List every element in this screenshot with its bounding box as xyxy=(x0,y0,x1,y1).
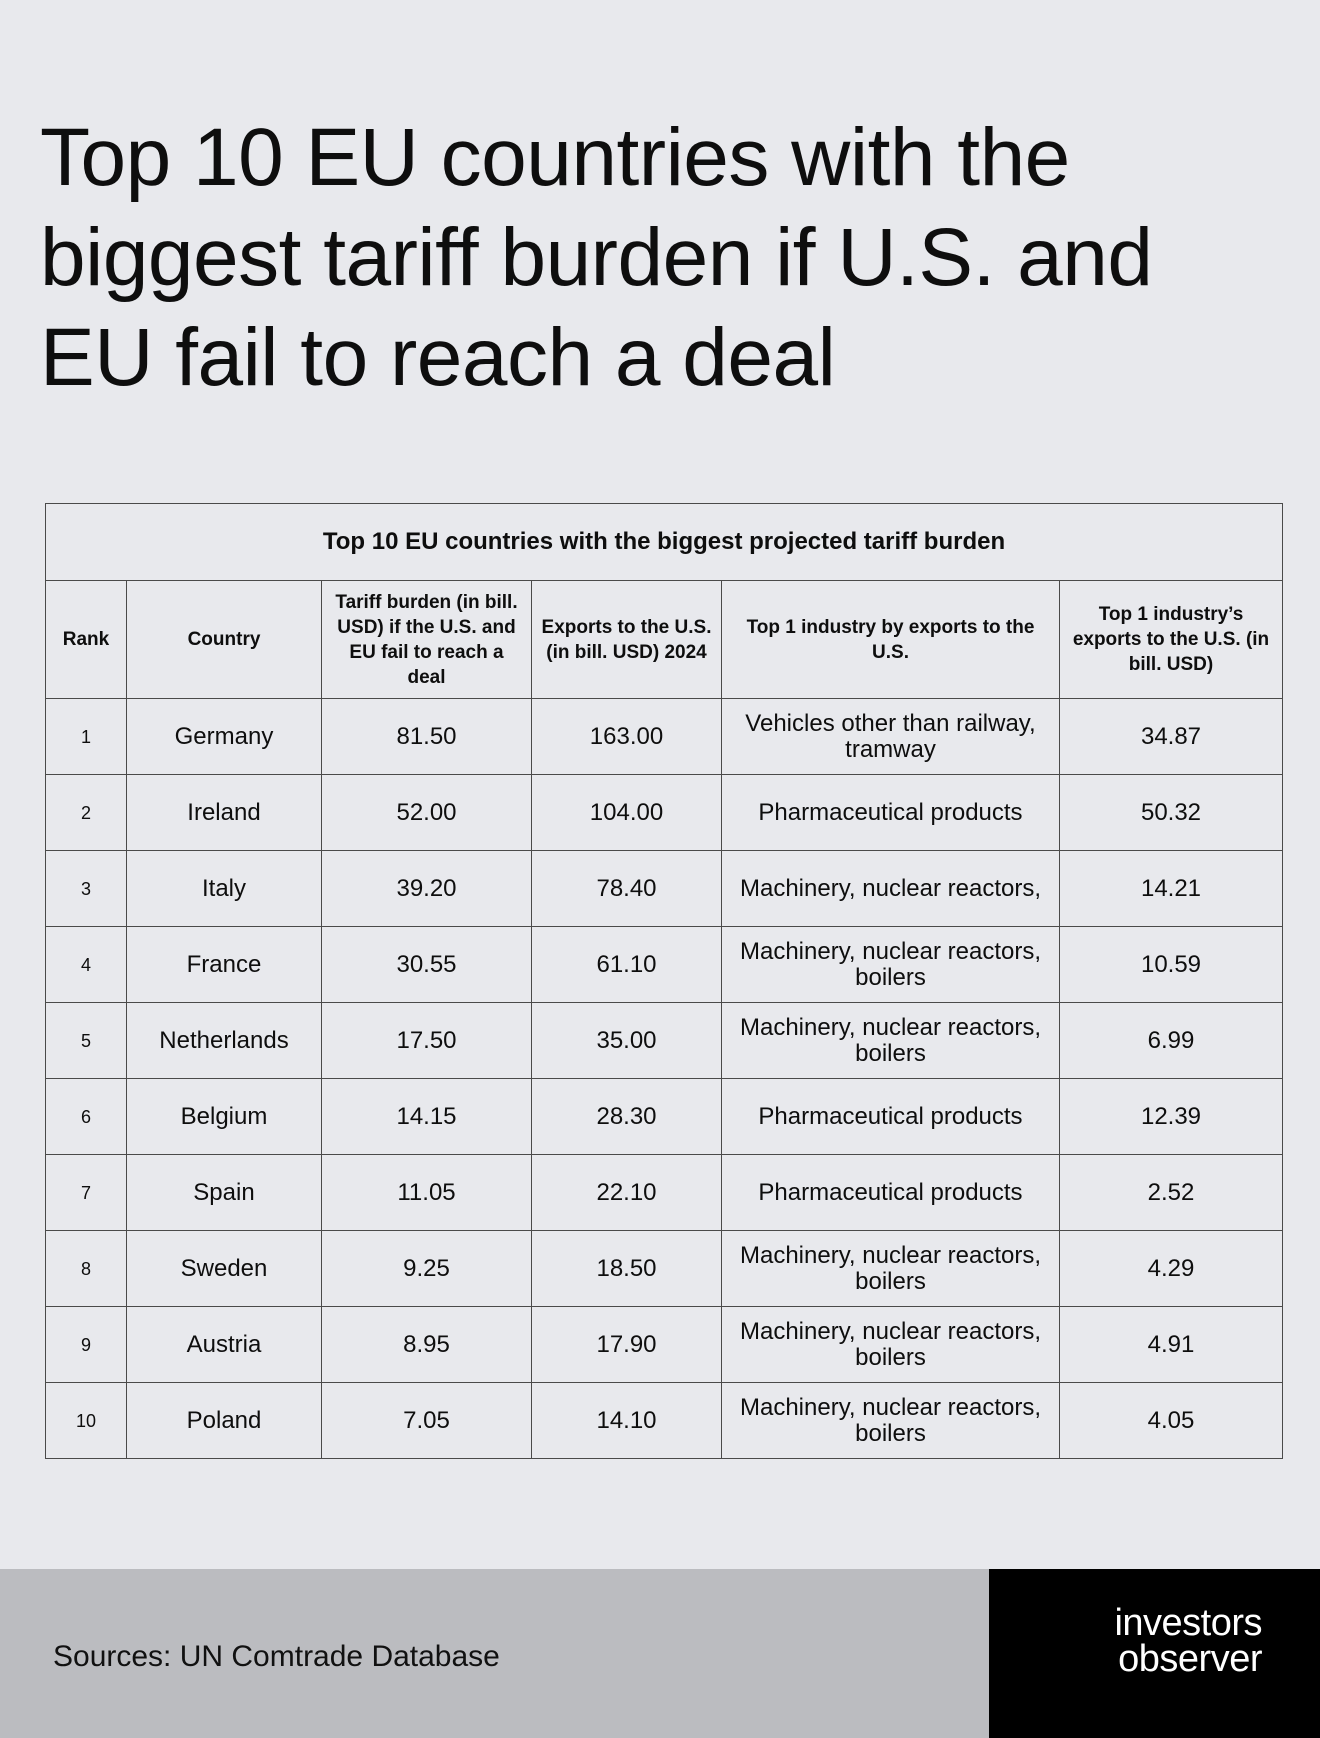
tariff-burden-cell: 8.95 xyxy=(321,1306,532,1383)
rank-cell: 10 xyxy=(45,1382,127,1459)
rank-cell: 3 xyxy=(45,850,127,927)
tariff-burden-cell: 14.15 xyxy=(321,1078,532,1155)
logo-line-1: investors xyxy=(1114,1602,1262,1644)
country-cell: France xyxy=(126,926,322,1003)
table-row: 9 Austria 8.95 17.90 Machinery, nuclear reac… xyxy=(45,1306,1283,1383)
column-header-top-industry: Top 1 industry by exports to the U.S. xyxy=(721,580,1060,699)
column-header-country: Country xyxy=(126,580,322,699)
industry-exports-cell: 14.21 xyxy=(1059,850,1283,927)
top-industry-cell: Machinery, nuclear reactors, boilers xyxy=(721,1230,1060,1307)
country-cell: Spain xyxy=(126,1154,322,1231)
column-header-tariff-burden: Tariff burden (in bill. USD) if the U.S.… xyxy=(321,580,532,699)
rank-cell: 9 xyxy=(45,1306,127,1383)
column-header-rank: Rank xyxy=(45,580,127,699)
top-industry-cell: Pharmaceutical products xyxy=(721,1078,1060,1155)
exports-cell: 61.10 xyxy=(531,926,722,1003)
industry-exports-cell: 4.05 xyxy=(1059,1382,1283,1459)
industry-exports-cell: 12.39 xyxy=(1059,1078,1283,1155)
industry-exports-cell: 34.87 xyxy=(1059,698,1283,775)
table-title: Top 10 EU countries with the biggest pro… xyxy=(45,503,1283,581)
table-row: 6 Belgium 14.15 28.30 Pharmaceutical product… xyxy=(45,1078,1283,1155)
exports-cell: 35.00 xyxy=(531,1002,722,1079)
country-cell: Belgium xyxy=(126,1078,322,1155)
exports-cell: 28.30 xyxy=(531,1078,722,1155)
table-row: 2 Ireland 52.00 104.00 Pharmaceutical produc… xyxy=(45,774,1283,851)
top-industry-cell: Machinery, nuclear reactors, boilers xyxy=(721,926,1060,1003)
top-industry-cell: Pharmaceutical products xyxy=(721,774,1060,851)
top-industry-cell: Machinery, nuclear reactors, boilers xyxy=(721,1306,1060,1383)
top-industry-cell: Pharmaceutical products xyxy=(721,1154,1060,1231)
table-body: 1 Germany 81.50 163.00 Vehicles other than r… xyxy=(45,698,1283,1459)
industry-exports-cell: 4.29 xyxy=(1059,1230,1283,1307)
industry-exports-cell: 6.99 xyxy=(1059,1002,1283,1079)
rank-cell: 6 xyxy=(45,1078,127,1155)
country-cell: Sweden xyxy=(126,1230,322,1307)
tariff-burden-cell: 7.05 xyxy=(321,1382,532,1459)
top-industry-cell: Machinery, nuclear reactors, boilers xyxy=(721,1002,1060,1079)
exports-cell: 14.10 xyxy=(531,1382,722,1459)
rank-cell: 1 xyxy=(45,698,127,775)
rank-cell: 8 xyxy=(45,1230,127,1307)
tariff-burden-cell: 11.05 xyxy=(321,1154,532,1231)
tariff-burden-cell: 52.00 xyxy=(321,774,532,851)
logo-line-2: observer xyxy=(1118,1638,1262,1680)
exports-cell: 78.40 xyxy=(531,850,722,927)
tariff-burden-cell: 17.50 xyxy=(321,1002,532,1079)
data-table: Top 10 EU countries with the biggest pro… xyxy=(45,503,1283,1459)
tariff-burden-cell: 81.50 xyxy=(321,698,532,775)
top-industry-cell: Machinery, nuclear reactors, xyxy=(721,850,1060,927)
industry-exports-cell: 10.59 xyxy=(1059,926,1283,1003)
top-industry-cell: Vehicles other than railway, tramway xyxy=(721,698,1060,775)
footer-bar xyxy=(0,1569,989,1738)
exports-cell: 163.00 xyxy=(531,698,722,775)
top-industry-cell: Machinery, nuclear reactors, boilers xyxy=(721,1382,1060,1459)
table-row: 4 France 30.55 61.10 Machinery, nuclear reac… xyxy=(45,926,1283,1003)
country-cell: Netherlands xyxy=(126,1002,322,1079)
exports-cell: 18.50 xyxy=(531,1230,722,1307)
rank-cell: 7 xyxy=(45,1154,127,1231)
headline: Top 10 EU countries with the biggest tar… xyxy=(40,112,1153,403)
rank-cell: 5 xyxy=(45,1002,127,1079)
tariff-burden-cell: 9.25 xyxy=(321,1230,532,1307)
country-cell: Poland xyxy=(126,1382,322,1459)
table-row: 8 Sweden 9.25 18.50 Machinery, nuclear react… xyxy=(45,1230,1283,1307)
industry-exports-cell: 50.32 xyxy=(1059,774,1283,851)
rank-cell: 4 xyxy=(45,926,127,1003)
industry-exports-cell: 2.52 xyxy=(1059,1154,1283,1231)
logo-panel xyxy=(989,1569,1320,1738)
investors-observer-logo: investors observer xyxy=(1114,1602,1262,1680)
exports-cell: 22.10 xyxy=(531,1154,722,1231)
table-row: 5 Netherlands 17.50 35.00 Machinery, nuclear… xyxy=(45,1002,1283,1079)
table-row: 7 Spain 11.05 22.10 Pharmaceutical products 2… xyxy=(45,1154,1283,1231)
country-cell: Germany xyxy=(126,698,322,775)
tariff-burden-cell: 39.20 xyxy=(321,850,532,927)
exports-cell: 17.90 xyxy=(531,1306,722,1383)
exports-cell: 104.00 xyxy=(531,774,722,851)
rank-cell: 2 xyxy=(45,774,127,851)
tariff-burden-cell: 30.55 xyxy=(321,926,532,1003)
table-row: 10 Poland 7.05 14.10 Machinery, nuclear reac… xyxy=(45,1382,1283,1459)
table-row: 3 Italy 39.20 78.40 Machinery, nuclear react… xyxy=(45,850,1283,927)
country-cell: Austria xyxy=(126,1306,322,1383)
country-cell: Ireland xyxy=(126,774,322,851)
column-header-exports: Exports to the U.S. (in bill. USD) 2024 xyxy=(531,580,722,699)
industry-exports-cell: 4.91 xyxy=(1059,1306,1283,1383)
sources-note: Sources: UN Comtrade Database xyxy=(53,1640,500,1673)
country-cell: Italy xyxy=(126,850,322,927)
header-row: Rank Country Tariff burden (in bill. USD… xyxy=(45,580,1283,699)
table-row: 1 Germany 81.50 163.00 Vehicles other than r… xyxy=(45,698,1283,775)
column-header-industry-exports: Top 1 industry’s exports to the U.S. (in… xyxy=(1059,580,1283,699)
